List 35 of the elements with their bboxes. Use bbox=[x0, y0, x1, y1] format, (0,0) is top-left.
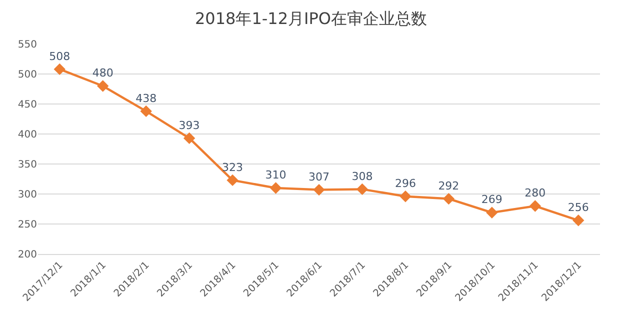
y-tick-label: 250 bbox=[18, 220, 37, 230]
point bbox=[226, 174, 238, 186]
data-label: 308 bbox=[352, 170, 373, 183]
data-label: 269 bbox=[481, 193, 502, 206]
point bbox=[572, 214, 584, 226]
data-label: 296 bbox=[394, 177, 416, 190]
y-tick-label: 350 bbox=[18, 160, 37, 170]
point bbox=[356, 183, 368, 196]
data-label: 256 bbox=[568, 201, 589, 214]
y-tick-label: 550 bbox=[18, 40, 37, 50]
data-label: 310 bbox=[265, 168, 286, 182]
data-label: 323 bbox=[222, 160, 244, 174]
point bbox=[183, 132, 196, 144]
y-tick-label: 300 bbox=[18, 190, 37, 200]
point bbox=[529, 200, 541, 212]
data-label: 307 bbox=[308, 170, 330, 184]
point bbox=[486, 206, 498, 218]
data-label: 508 bbox=[49, 50, 70, 63]
chart-title: 2018年1-12月IPO在审企业总数 bbox=[195, 9, 427, 28]
point bbox=[442, 192, 455, 205]
data-label: 280 bbox=[524, 186, 546, 200]
point bbox=[97, 80, 109, 92]
point bbox=[270, 182, 282, 194]
y-tick-label: 400 bbox=[18, 130, 37, 140]
point bbox=[400, 190, 412, 202]
point bbox=[54, 63, 66, 76]
y-tick-label: 500 bbox=[18, 70, 37, 80]
point bbox=[140, 105, 152, 118]
y-tick-label: 450 bbox=[18, 100, 37, 110]
y-tick-label: 200 bbox=[18, 250, 37, 260]
data-label: 480 bbox=[92, 66, 114, 80]
data-label: 393 bbox=[178, 118, 200, 132]
data-label: 438 bbox=[136, 92, 157, 105]
data-label: 292 bbox=[438, 179, 460, 192]
point bbox=[313, 184, 325, 196]
